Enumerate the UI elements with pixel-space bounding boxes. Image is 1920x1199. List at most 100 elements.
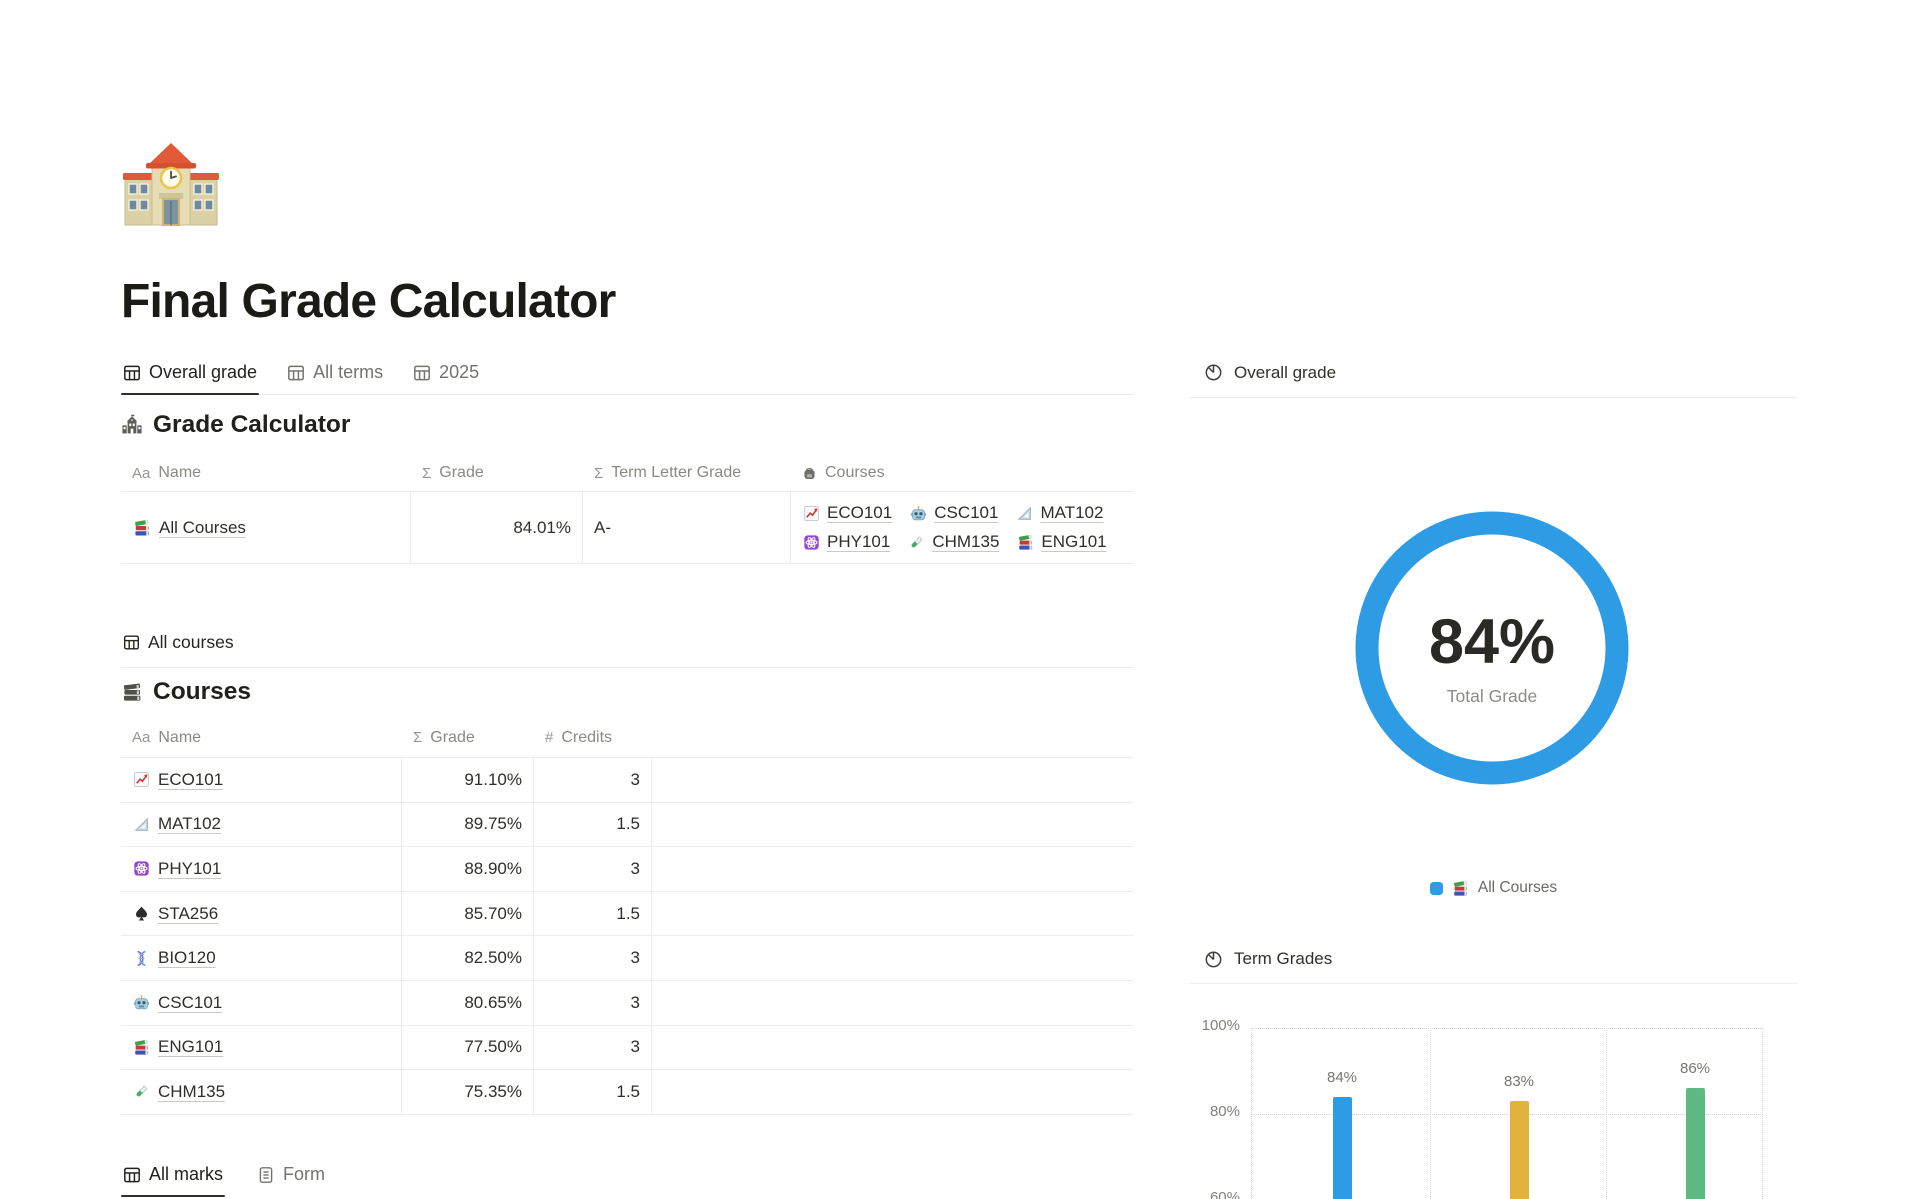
form-document-icon xyxy=(257,1166,275,1184)
heading-text: Grade Calculator xyxy=(153,411,351,438)
chart-title: Overall grade xyxy=(1234,362,1337,382)
column-header-credits[interactable]: # Credits xyxy=(545,728,613,747)
course-page-link[interactable]: ECO101 xyxy=(158,769,224,789)
course-page-link[interactable]: CHM135 xyxy=(158,1081,226,1101)
table-icon xyxy=(123,364,141,382)
courses-heading[interactable]: Courses xyxy=(121,678,251,706)
credits-cell: 3 xyxy=(534,1025,652,1070)
course-page-link[interactable]: MAT102 xyxy=(158,814,221,834)
page-title: Final Grade Calculator xyxy=(121,275,616,329)
column-header-term-letter-grade[interactable]: Σ Term Letter Grade xyxy=(594,464,742,482)
course-page-link[interactable]: CSC101 xyxy=(158,992,223,1012)
all-courses-page-link[interactable]: All Courses xyxy=(159,517,246,537)
school-icon xyxy=(121,414,143,436)
donut-center-value: 84% xyxy=(1428,607,1556,677)
view-tabs: Overall grade All terms 2025 xyxy=(121,351,1133,395)
pie-chart-icon xyxy=(1204,363,1223,382)
course-link-csc101[interactable]: CSC101 xyxy=(910,503,998,523)
tab-all-terms[interactable]: All terms xyxy=(285,351,385,394)
column-header-name[interactable]: Aa Name xyxy=(132,728,202,747)
column-header-grade[interactable]: Σ Grade xyxy=(413,728,475,747)
column-header-courses[interactable]: Courses xyxy=(791,464,1133,482)
gridline-vertical xyxy=(1606,1028,1607,1199)
robot-icon xyxy=(133,994,150,1011)
course-link-eco101[interactable]: ECO101 xyxy=(803,503,892,523)
tab-label: All courses xyxy=(148,632,234,652)
charts-side-panel: Overall grade 84% Total Grade All Course… xyxy=(1190,0,1802,1199)
gridline-100 xyxy=(1251,1028,1763,1029)
overall-grade-chart-header[interactable]: Overall grade xyxy=(1190,348,1797,398)
course-links-line: ECO101 CSC101 MAT102 xyxy=(803,503,1103,523)
page-school-emoji-icon[interactable] xyxy=(123,137,219,233)
donut-center-label: Total Grade xyxy=(1446,686,1538,706)
atom-icon xyxy=(133,860,150,877)
formula-property-icon: Σ xyxy=(413,729,423,746)
term-letter-grade-cell: A- xyxy=(583,492,791,563)
tab-2025[interactable]: 2025 xyxy=(411,351,481,394)
triangular-ruler-icon xyxy=(1016,505,1033,522)
courses-column-headers: Aa Name Σ Grade # Credits xyxy=(121,720,1133,755)
legend-label: All Courses xyxy=(1477,879,1558,896)
table-row: MAT102 89.75% 1.5 xyxy=(121,802,1133,848)
dna-icon xyxy=(133,950,150,967)
bar-value-label: 83% xyxy=(1503,1073,1535,1091)
course-link-chm135[interactable]: CHM135 xyxy=(908,532,999,552)
table-icon xyxy=(123,634,140,651)
table-row: BIO120 82.50% 3 xyxy=(121,936,1133,981)
text-property-icon: Aa xyxy=(132,729,151,746)
bar-value-label: 84% xyxy=(1326,1068,1358,1086)
total-grade-donut-chart: 84% Total Grade xyxy=(1342,498,1642,798)
table-icon xyxy=(287,364,305,382)
course-link-phy101[interactable]: PHY101 xyxy=(803,532,890,552)
donut-legend-item[interactable]: All Courses xyxy=(1190,879,1797,897)
credits-cell: 3 xyxy=(534,936,652,980)
tab-label: Form xyxy=(283,1164,326,1184)
y-axis-tick-label: 80% xyxy=(1209,1103,1240,1120)
table-row: CSC101 80.65% 3 xyxy=(121,980,1133,1026)
triangular-ruler-icon xyxy=(133,816,150,833)
tab-all-marks[interactable]: All marks xyxy=(121,1153,226,1197)
grade-cell: 77.50% xyxy=(402,1025,534,1070)
number-property-icon: # xyxy=(545,729,554,746)
tab-overall-grade[interactable]: Overall grade xyxy=(121,351,260,395)
robot-icon xyxy=(910,505,927,522)
text-property-icon: Aa xyxy=(132,464,151,482)
term-grades-chart-header[interactable]: Term Grades xyxy=(1190,935,1797,984)
course-page-link[interactable]: ENG101 xyxy=(158,1037,224,1057)
pie-chart-icon xyxy=(1204,950,1223,969)
test-tube-icon xyxy=(908,534,925,551)
tab-label: Overall grade xyxy=(149,362,258,382)
column-header-name[interactable]: Aa Name xyxy=(132,464,202,482)
table-row: All Courses 84.01% A- ECO101 CSC101 MAT1… xyxy=(121,491,1133,564)
table-icon xyxy=(123,1166,141,1184)
courses-table-body: ECO101 91.10% 3 MAT102 89.75% 1.5 PHY101… xyxy=(121,757,1133,1115)
chart-increasing-icon xyxy=(803,505,820,522)
course-page-link[interactable]: BIO120 xyxy=(158,948,216,968)
course-page-link[interactable]: STA256 xyxy=(158,903,219,923)
main-content-column: Final Grade Calculator Overall grade All… xyxy=(121,0,1133,1199)
grade-calculator-heading[interactable]: Grade Calculator xyxy=(121,411,350,439)
courses-view-tabs: All courses xyxy=(121,618,1133,668)
table-row: CHM135 75.35% 1.5 xyxy=(121,1070,1133,1115)
books-icon xyxy=(133,519,151,537)
gridline-vertical xyxy=(1762,1028,1763,1199)
grade-calculator-column-headers: Aa Name Σ Grade Σ Term Letter Grade Courses xyxy=(121,455,1133,491)
books-icon xyxy=(133,1039,150,1056)
legend-color-swatch xyxy=(1429,881,1443,895)
tab-form[interactable]: Form xyxy=(255,1153,327,1196)
grade-cell: 82.50% xyxy=(402,936,534,980)
course-page-link[interactable]: PHY101 xyxy=(158,858,222,878)
courses-relation-cell: ECO101 CSC101 MAT102 PHY101 CHM135 ENG10… xyxy=(791,492,1133,563)
term-grade-bar xyxy=(1685,1088,1705,1199)
column-header-grade[interactable]: Σ Grade xyxy=(422,464,484,482)
course-link-eng101[interactable]: ENG101 xyxy=(1017,532,1107,552)
atom-icon xyxy=(803,534,820,551)
table-row: ECO101 91.10% 3 xyxy=(121,757,1133,803)
grade-cell: 84.01% xyxy=(411,492,583,563)
backpack-icon xyxy=(802,466,817,481)
course-link-mat102[interactable]: MAT102 xyxy=(1016,503,1103,523)
test-tube-icon xyxy=(133,1083,150,1100)
term-grade-bar xyxy=(1509,1101,1529,1199)
tab-all-courses[interactable]: All courses xyxy=(121,618,236,667)
